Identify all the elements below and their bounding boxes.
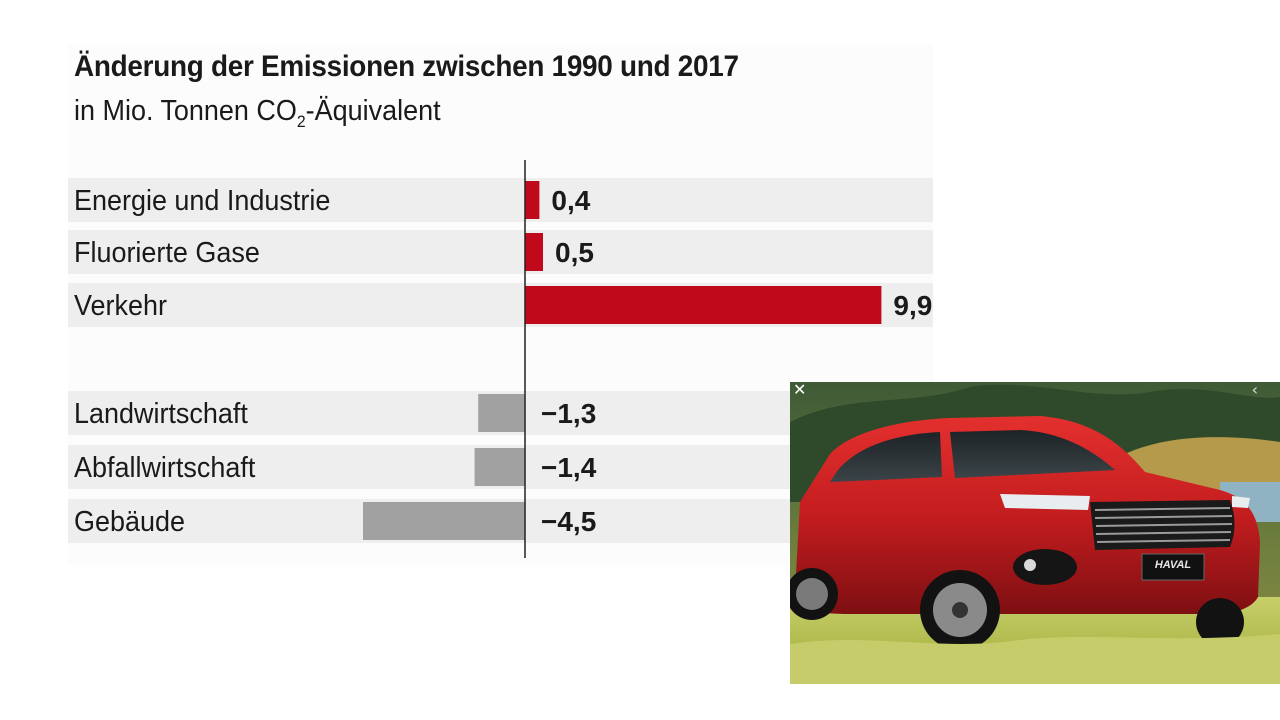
category-label: Landwirtschaft — [74, 397, 248, 429]
chart-subtitle: in Mio. Tonnen CO2-Äquivalent — [74, 95, 441, 132]
value-label: 0,4 — [551, 185, 590, 216]
labels: Energie und Industrie 0,4 Fluorierte Gase 0… — [74, 184, 932, 537]
ad-photo-card[interactable]: HAVAL ✕ ‹ — [790, 382, 1280, 684]
bar — [474, 448, 525, 486]
category-label: Energie und Industrie — [74, 184, 330, 216]
plate-badge: HAVAL — [1154, 559, 1192, 571]
chart-title: Änderung der Emissionen zwischen 1990 un… — [74, 50, 739, 83]
bar — [525, 181, 540, 219]
subtitle-subscript: 2 — [296, 112, 306, 131]
value-label: 9,9 — [893, 290, 932, 321]
bar — [525, 286, 882, 324]
subtitle-suffix: -Äquivalent — [305, 95, 441, 127]
category-label: Verkehr — [74, 289, 167, 321]
row-band — [68, 178, 933, 222]
bar — [478, 394, 525, 432]
value-label: −1,4 — [541, 452, 597, 483]
bar — [525, 233, 543, 271]
value-label: −1,3 — [541, 398, 596, 429]
category-label: Fluorierte Gase — [74, 236, 260, 268]
category-label: Abfallwirtschaft — [74, 451, 256, 483]
close-icon[interactable]: ✕ — [793, 382, 807, 399]
car-photo — [790, 382, 1280, 684]
value-label: 0,5 — [555, 237, 594, 268]
category-label: Gebäude — [74, 505, 185, 537]
bar — [363, 502, 525, 540]
subtitle-text: in Mio. Tonnen CO — [74, 95, 297, 127]
row-band — [68, 230, 933, 274]
bars — [363, 181, 882, 540]
value-label: −4,5 — [541, 506, 596, 537]
chevron-left-icon[interactable]: ‹ — [1251, 382, 1258, 399]
